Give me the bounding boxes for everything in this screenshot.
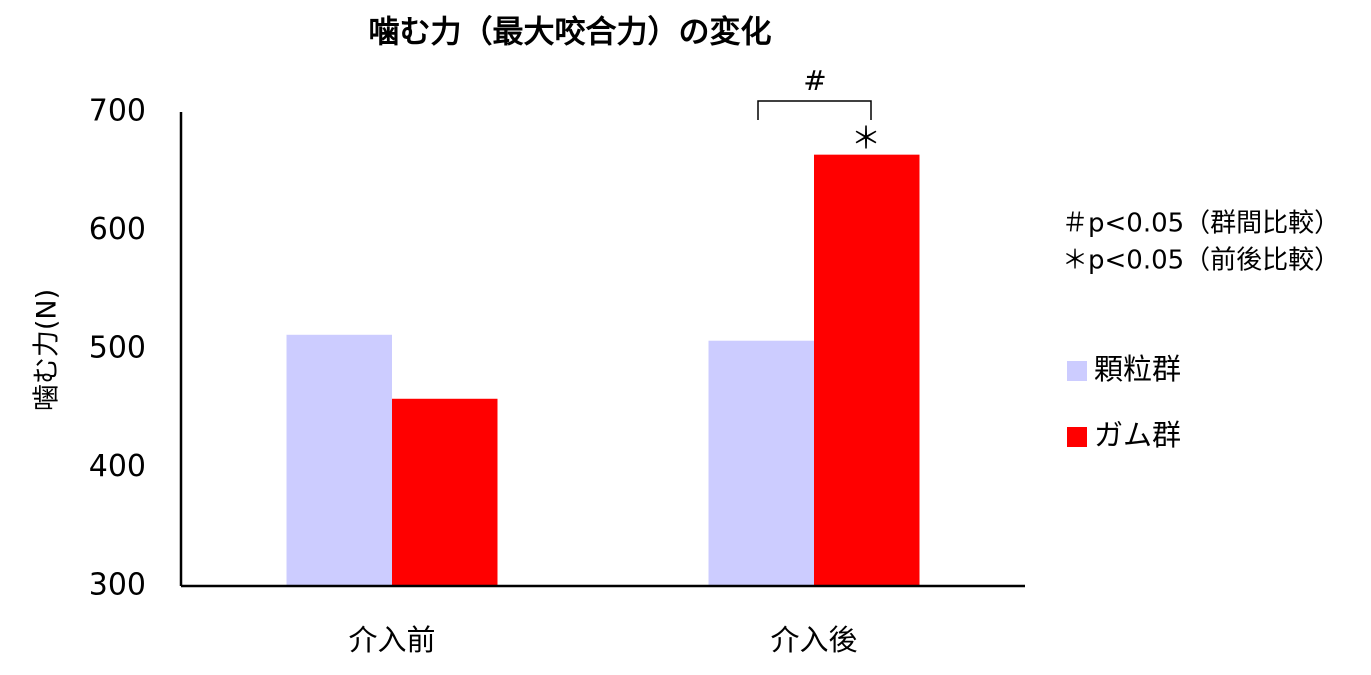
note: ＊p<0.05（前後比較） <box>1062 246 1340 276</box>
y-axis-label: 噛む力(N) <box>32 289 63 411</box>
bracket-label: # <box>803 64 826 97</box>
note: ＃p<0.05（群間比較） <box>1062 209 1340 239</box>
chart-title: 噛む力（最大咬合力）の変化 <box>369 15 772 51</box>
bar <box>708 340 814 586</box>
bar <box>392 398 498 586</box>
significance-bracket <box>757 100 872 120</box>
y-tick-label: 500 <box>89 331 146 366</box>
legend-label: ガム群 <box>1094 418 1181 452</box>
y-tick-label: 700 <box>89 94 146 129</box>
legend-label: 顆粒群 <box>1094 352 1181 386</box>
y-tick-label: 300 <box>89 568 146 603</box>
y-tick-label: 400 <box>89 449 146 484</box>
legend-swatch <box>1067 427 1087 447</box>
legend-swatch <box>1067 361 1087 381</box>
significance-marker: ＊ <box>851 122 881 157</box>
x-tick-label: 介入後 <box>770 623 857 657</box>
y-tick-label: 600 <box>89 212 146 247</box>
bar <box>286 334 392 586</box>
x-tick-label: 介入前 <box>348 623 435 657</box>
bar <box>814 154 920 586</box>
